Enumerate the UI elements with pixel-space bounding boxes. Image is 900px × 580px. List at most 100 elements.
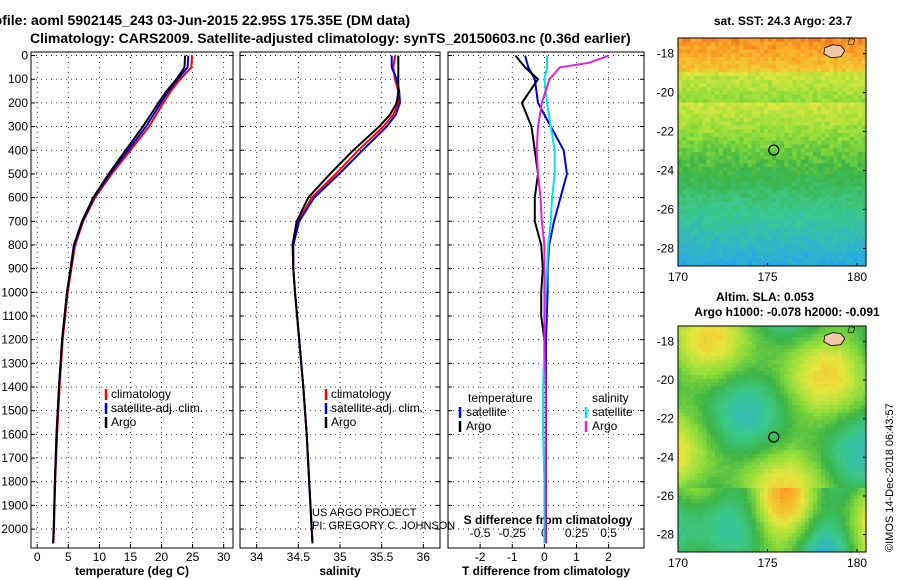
x-tick-label: 10: [93, 550, 107, 564]
title-line1: Argo profile: aoml 5902145_243 03-Jun-20…: [0, 12, 410, 28]
legend-label: satellite-adj. clim.: [111, 401, 203, 415]
map-lon-label: 175: [758, 556, 778, 570]
map-lat-label: -18: [657, 334, 675, 348]
x-tick-label: 34.5: [287, 550, 311, 564]
y-tick-label: 300: [8, 120, 28, 134]
map-lat-label: -26: [657, 202, 675, 216]
map-frame: [677, 325, 867, 553]
y-tick-label: 500: [8, 167, 28, 181]
profile-location-marker: [768, 431, 780, 443]
legend-label: Argo: [111, 415, 137, 429]
map-lon-label: 170: [668, 270, 688, 284]
y-tick-label: 800: [8, 238, 28, 252]
legend-title-salinity: salinity: [592, 391, 629, 405]
island-outline: [847, 37, 856, 46]
y-tick-label: 1400: [1, 380, 28, 394]
legend-label: Argo: [331, 415, 357, 429]
sla-map-title2: Argo h1000: -0.078 h2000: -0.091: [694, 305, 880, 319]
plot-frame: [30, 51, 234, 549]
top-tick-label: 0.5: [600, 526, 617, 540]
profile-location-marker: [768, 144, 780, 156]
credit-project: US ARGO PROJECT: [312, 507, 417, 519]
legend-label: satellite: [592, 405, 633, 419]
y-tick-label: 600: [8, 191, 28, 205]
island-outline: [847, 325, 856, 334]
legend-label: satellite-adj. clim.: [331, 401, 423, 415]
x-tick-label: 20: [155, 550, 169, 564]
legend-label: Argo: [592, 419, 618, 433]
legend-label: Argo: [466, 419, 492, 433]
sla-map-title1: Altim. SLA: 0.053: [716, 290, 814, 304]
y-tick-label: 1900: [1, 498, 28, 512]
y-tick-label: 900: [8, 262, 28, 276]
y-tick-label: 1600: [1, 427, 28, 441]
x-axis-label: salinity: [319, 564, 361, 578]
x-tick-label: 25: [186, 550, 200, 564]
map-lat-label: -28: [657, 241, 675, 255]
map-lon-label: 175: [758, 270, 778, 284]
y-tick-label: 0: [21, 49, 28, 63]
x-tick-label: -1: [507, 550, 518, 564]
legend-title-temperature: temperature: [468, 391, 533, 405]
legend-label: climatology: [111, 387, 171, 401]
map-lat-label: -20: [657, 373, 675, 387]
x-tick-label: 1: [573, 550, 580, 564]
series-line-argo: [291, 55, 400, 544]
y-tick-label: 2000: [1, 522, 28, 536]
y-tick-label: 1200: [1, 333, 28, 347]
y-tick-label: 1500: [1, 404, 28, 418]
map-lat-label: -18: [657, 47, 675, 61]
map-lat-label: -20: [657, 86, 675, 100]
y-tick-label: 1300: [1, 356, 28, 370]
x-axis-label: temperature (deg C): [75, 564, 189, 578]
map-lon-label: 180: [847, 270, 867, 284]
legend-label: satellite: [466, 405, 507, 419]
map-lat-label: -24: [657, 450, 675, 464]
panel-difference: -2 -1 0 1 2-0.5 -0.25 0 0.25 0.5S difference fro…: [447, 51, 645, 578]
x-tick-label: 35.5: [370, 550, 394, 564]
island-shape: [823, 332, 846, 347]
map-lat-label: -26: [657, 489, 675, 503]
sst-map: -18 -20 -22 -24 -26 -28 170 175 180: [657, 37, 867, 284]
sst-map-title: sat. SST: 24.3 Argo: 23.7: [714, 14, 853, 28]
x-axis-label: T difference from climatology: [462, 564, 630, 578]
map-frame: [677, 37, 867, 267]
y-tick-label: 100: [8, 72, 28, 86]
map-lat-label: -28: [657, 528, 675, 542]
map-lat-label: -24: [657, 164, 675, 178]
x-tick-label: 30: [217, 550, 231, 564]
map-lat-label: -22: [657, 125, 675, 139]
map-lat-label: -22: [657, 412, 675, 426]
x-tick-label: 2: [605, 550, 612, 564]
island-shape: [823, 44, 846, 59]
sla-map: -18 -20 -22 -24 -26 -28 170 175 180: [657, 325, 867, 570]
plot-frame: [447, 51, 645, 549]
legend-label: climatology: [331, 387, 391, 401]
map-lon-label: 180: [847, 556, 867, 570]
x-tick-label: 5: [65, 550, 72, 564]
series-line-salinity-argo: [535, 54, 610, 544]
y-tick-label: 200: [8, 96, 28, 110]
x-tick-label: 35: [333, 550, 347, 564]
title-line2: Climatology: CARS2009. Satellite-adjuste…: [30, 30, 631, 46]
y-tick-label: 400: [8, 143, 28, 157]
series-line-salinity-satellite: [542, 55, 556, 544]
x-tick-label: 34: [250, 550, 264, 564]
x-tick-label: -2: [475, 550, 486, 564]
x-tick-label: 15: [124, 550, 138, 564]
imos-credit: ©IMOS 14-Dec-2018 06:43:57: [884, 403, 896, 552]
series-line-argo: [52, 55, 187, 544]
map-raster: [678, 326, 867, 553]
x-tick-label: 0: [34, 550, 41, 564]
top-tick-label: -0.25: [499, 526, 527, 540]
map-lon-label: 170: [668, 556, 688, 570]
top-tick-label: 0.25: [565, 526, 589, 540]
y-tick-label: 1000: [1, 285, 28, 299]
y-tick-label: 1800: [1, 475, 28, 489]
y-tick-label: 1700: [1, 451, 28, 465]
y-tick-label: 700: [8, 214, 28, 228]
top-tick-label: -0.5: [470, 526, 491, 540]
credit-pi: PI: GREGORY C. JOHNSON: [312, 520, 455, 532]
